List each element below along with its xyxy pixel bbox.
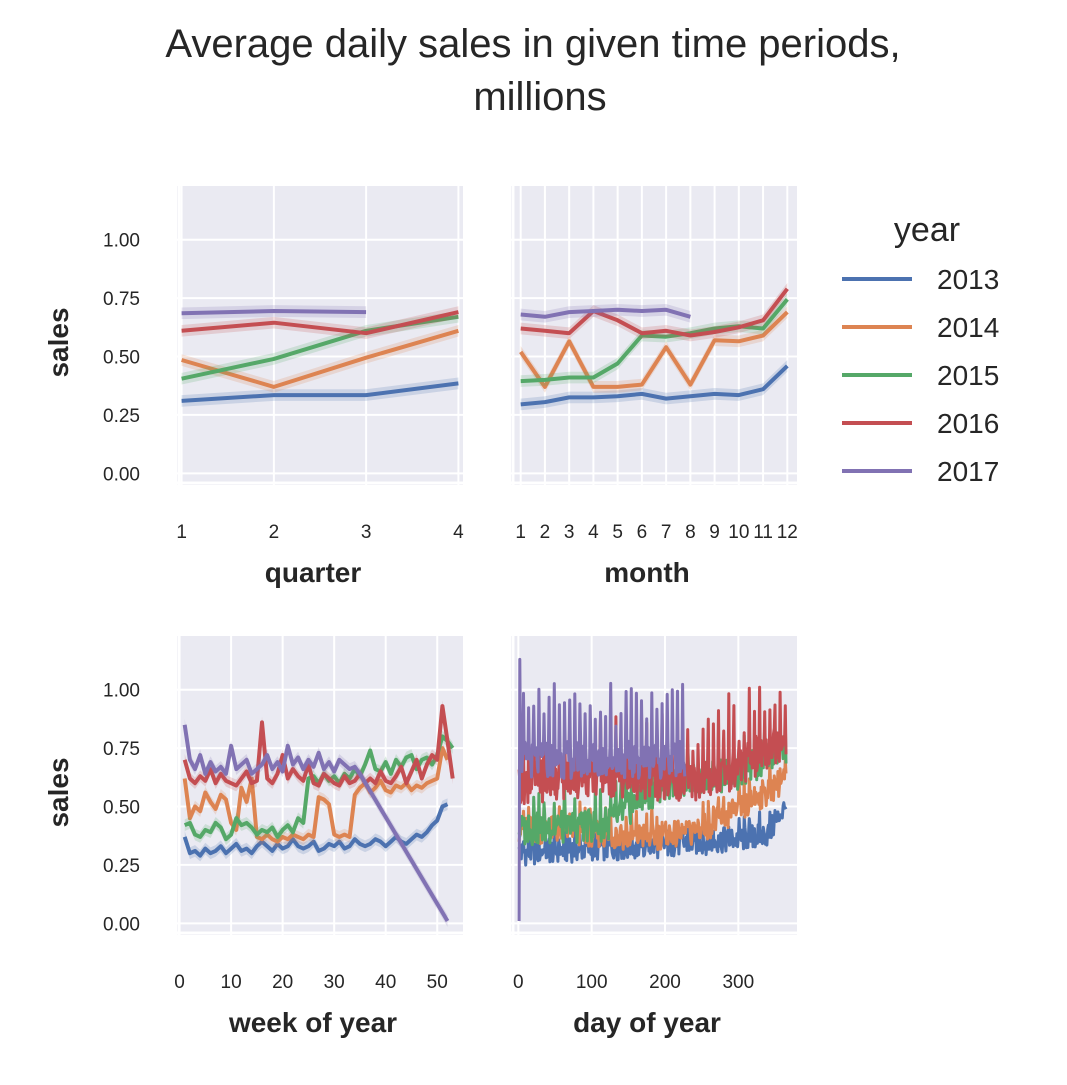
x-tick-label: 40 xyxy=(375,972,396,993)
confidence-band-2013 xyxy=(181,377,459,407)
y-axis-label: sales xyxy=(43,757,74,827)
legend-label-2013: 2013 xyxy=(937,264,999,295)
x-tick-label: 3 xyxy=(361,522,372,543)
y-axis-label: sales xyxy=(43,307,74,377)
series-line-2013 xyxy=(181,381,459,403)
x-tick-label: 2 xyxy=(540,522,551,543)
confidence-band-2016 xyxy=(520,282,788,342)
confidence-band-2013 xyxy=(184,798,448,862)
x-tick-label: 11 xyxy=(753,522,773,543)
x-axis-label: quarter xyxy=(265,557,362,588)
y-tick-label: 1.00 xyxy=(103,681,140,702)
series-line-2017 xyxy=(182,724,450,923)
confidence-band-2014 xyxy=(181,324,459,393)
legend-title: year xyxy=(894,211,960,249)
series-line-2017 xyxy=(517,657,687,922)
confidence-band-2016 xyxy=(181,306,459,340)
legend-label-2015: 2015 xyxy=(937,360,999,391)
x-tick-label: 12 xyxy=(777,522,798,543)
y-tick-label: 0.50 xyxy=(103,798,140,819)
subplot-quarter: 1 2 3 4 0.00 0.25 0.50 0.75 1.00 quarter sales xyxy=(43,186,464,588)
x-axis-label: week of year xyxy=(228,1007,397,1038)
series-line-2014 xyxy=(181,328,459,389)
x-tick-label: 5 xyxy=(612,522,623,543)
y-tick-label: 0.00 xyxy=(103,464,140,485)
series-line-2017 xyxy=(181,309,367,316)
legend-label-2017: 2017 xyxy=(937,456,999,487)
x-tick-label: 300 xyxy=(722,972,754,993)
legend-label-2014: 2014 xyxy=(937,312,999,343)
y-tick-label: 1.00 xyxy=(103,231,140,252)
x-tick-label: 9 xyxy=(709,522,720,543)
confidence-band-2017 xyxy=(520,303,691,323)
legend: year 2013 2014 2015 2016 2017 xyxy=(842,211,999,487)
series-line-2016 xyxy=(181,310,459,336)
x-tick-label: 0 xyxy=(174,972,185,993)
y-tick-label: 0.75 xyxy=(103,739,140,760)
series-line-2013 xyxy=(182,802,449,858)
series-line-2016 xyxy=(182,704,455,788)
legend-label-2016: 2016 xyxy=(937,408,999,439)
x-tick-label: 100 xyxy=(576,972,608,993)
x-tick-label: 20 xyxy=(272,972,293,993)
chart-title-line-2: millions xyxy=(473,75,606,119)
subplot-week-of-year: 0 10 20 30 40 50 0.00 0.25 0.50 0.75 1.00 week of y… xyxy=(43,636,463,1038)
x-tick-label: 50 xyxy=(427,972,448,993)
x-tick-label: 0 xyxy=(513,972,524,993)
x-tick-label: 4 xyxy=(588,522,599,543)
series-line-2017 xyxy=(520,307,691,319)
series-line-2014 xyxy=(182,746,450,844)
y-tick-label: 0.00 xyxy=(103,914,140,935)
x-axis-label: month xyxy=(604,557,690,588)
plot-area xyxy=(177,186,463,485)
confidence-band-2014 xyxy=(520,306,788,393)
series-line-2016 xyxy=(517,685,788,806)
x-tick-label: 1 xyxy=(176,522,187,543)
chart-title-line-1: Average daily sales in given time period… xyxy=(165,22,900,66)
x-tick-label: 2 xyxy=(269,522,280,543)
x-tick-label: 8 xyxy=(685,522,696,543)
x-tick-label: 1 xyxy=(515,522,526,543)
x-tick-label: 7 xyxy=(661,522,672,543)
series-line-2013 xyxy=(520,364,789,407)
x-tick-label: 3 xyxy=(564,522,575,543)
confidence-band-2015 xyxy=(184,730,453,846)
y-tick-label: 0.75 xyxy=(103,289,140,310)
x-axis-label: day of year xyxy=(573,1007,721,1038)
series-line-2013 xyxy=(517,801,788,867)
y-tick-label: 0.25 xyxy=(103,856,140,877)
series-line-2016 xyxy=(520,287,789,338)
x-tick-label: 6 xyxy=(637,522,648,543)
series-line-2014 xyxy=(519,310,789,389)
x-tick-label: 30 xyxy=(324,972,345,993)
x-tick-label: 10 xyxy=(221,972,242,993)
y-tick-label: 0.25 xyxy=(103,406,140,427)
confidence-band-2015 xyxy=(520,293,788,387)
y-tick-label: 0.50 xyxy=(103,348,140,369)
x-tick-label: 4 xyxy=(453,522,464,543)
x-tick-label: 10 xyxy=(728,522,749,543)
x-tick-label: 200 xyxy=(649,972,681,993)
